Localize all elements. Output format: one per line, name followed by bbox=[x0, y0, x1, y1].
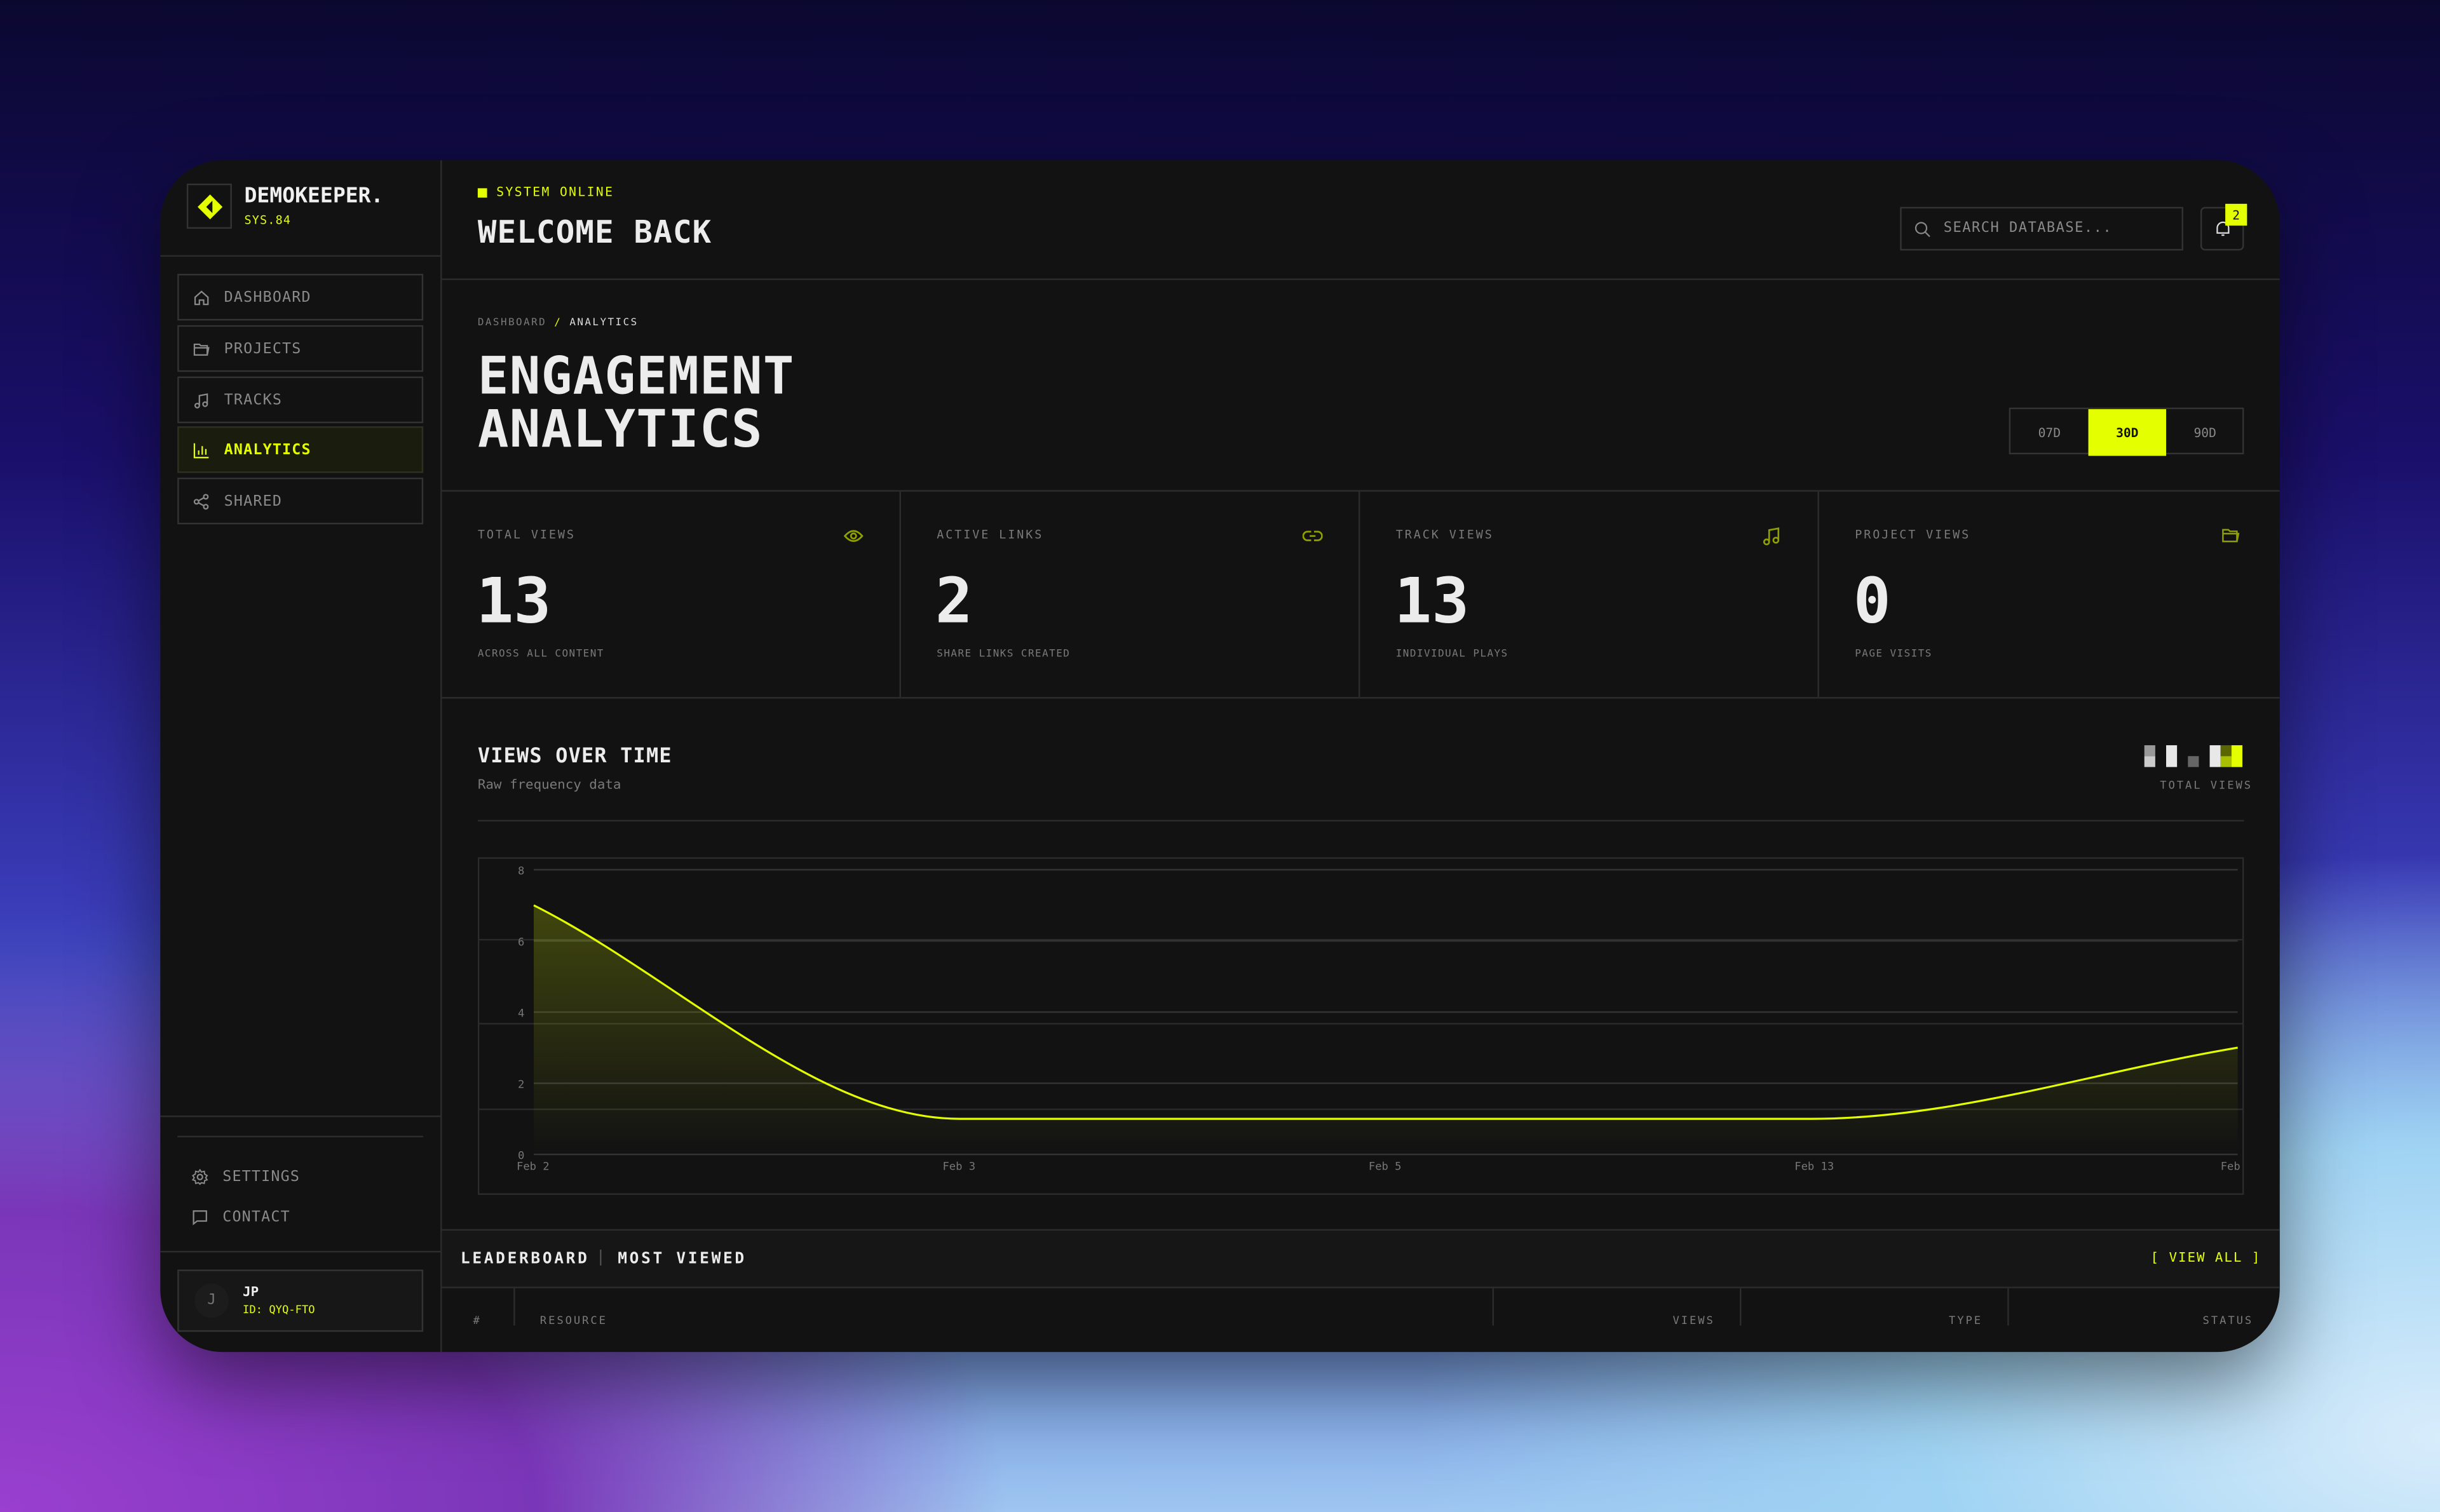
x-tick-label: Feb 14 bbox=[2221, 1161, 2244, 1173]
x-tick-label: Feb 3 bbox=[942, 1161, 975, 1173]
user-id: ID: QYQ-FTO bbox=[243, 1304, 315, 1316]
avatar: J bbox=[194, 1283, 229, 1318]
stat-value: 0 bbox=[1853, 566, 1891, 638]
logo[interactable] bbox=[186, 183, 232, 229]
eye-icon bbox=[843, 530, 864, 542]
sidebar-item-tracks[interactable]: TRACKS bbox=[177, 376, 424, 424]
bell-icon bbox=[2216, 221, 2229, 236]
column-views[interactable]: VIEWS bbox=[1672, 1314, 1715, 1326]
stat-label: TOTAL VIEWS bbox=[477, 527, 576, 542]
sidebar-item-dashboard[interactable]: DASHBOARD bbox=[177, 274, 424, 321]
sidebar-item-label: CONTACT bbox=[222, 1208, 290, 1225]
leaderboard-title: LEADERBOARD bbox=[460, 1250, 590, 1268]
page-title-line2: ANALYTICS bbox=[477, 398, 763, 459]
system-status: SYSTEM ONLINE bbox=[496, 185, 614, 199]
folder-icon bbox=[193, 342, 210, 355]
range-selector: 07D 30D 90D bbox=[2009, 407, 2244, 456]
column-rank[interactable]: # bbox=[473, 1314, 482, 1326]
chat-icon bbox=[193, 1209, 207, 1225]
stat-label: ACTIVE LINKS bbox=[937, 527, 1044, 542]
stat-track-views: TRACK VIEWS 13 INDIVIDUAL PLAYS bbox=[1360, 490, 1819, 698]
chart-line-total-views bbox=[533, 904, 2238, 1120]
search-input[interactable]: SEARCH DATABASE... bbox=[1900, 206, 2183, 251]
folder-icon bbox=[2222, 529, 2240, 543]
chart-subtitle: Raw frequency data bbox=[477, 778, 621, 793]
y-tick-label: 0 bbox=[518, 1150, 524, 1163]
sidebar-item-label: TRACKS bbox=[224, 391, 283, 408]
range-30d-button[interactable]: 30D bbox=[2088, 409, 2167, 456]
sidebar-item-label: ANALYTICS bbox=[224, 441, 311, 459]
range-90d-button[interactable]: 90D bbox=[2193, 425, 2216, 440]
bar-chart-icon bbox=[193, 442, 209, 458]
status-dot-icon bbox=[477, 188, 487, 198]
welcome-title: WELCOME BACK bbox=[477, 213, 712, 251]
x-tick-label: Feb 2 bbox=[517, 1161, 550, 1173]
stat-sub: INDIVIDUAL PLAYS bbox=[1395, 647, 1508, 660]
notification-badge: 2 bbox=[2225, 203, 2247, 226]
search-icon bbox=[1915, 221, 1930, 237]
stat-value: 2 bbox=[935, 566, 973, 638]
chart-legend-swatch bbox=[2144, 745, 2244, 767]
stat-value: 13 bbox=[1394, 566, 1470, 638]
sidebar-item-label: SHARED bbox=[224, 492, 283, 510]
sidebar-item-contact[interactable]: CONTACT bbox=[177, 1193, 423, 1239]
breadcrumb: DASHBOARD / ANALYTICS bbox=[477, 316, 639, 328]
stat-sub: SHARE LINKS CREATED bbox=[937, 647, 1071, 660]
leaderboard-header: LEADERBOARD | MOST VIEWED [ VIEW ALL ] bbox=[442, 1229, 2280, 1288]
y-tick-label: 4 bbox=[518, 1007, 524, 1020]
link-icon bbox=[1302, 530, 1323, 541]
column-status[interactable]: STATUS bbox=[2202, 1314, 2254, 1326]
y-tick-label: 2 bbox=[518, 1078, 524, 1091]
stat-sub: PAGE VISITS bbox=[1855, 647, 1932, 660]
home-icon bbox=[194, 290, 209, 304]
x-tick-label: Feb 5 bbox=[1369, 1161, 1402, 1173]
user-name: JP bbox=[243, 1285, 259, 1301]
stat-value: 13 bbox=[476, 566, 552, 638]
chart-area bbox=[534, 905, 2238, 1155]
sidebar-item-label: SETTINGS bbox=[222, 1167, 301, 1185]
range-07d-button[interactable]: 07D bbox=[2038, 425, 2061, 440]
y-tick-label: 6 bbox=[518, 936, 524, 948]
page-title-line1: ENGAGEMENT bbox=[477, 345, 795, 407]
leaderboard-separator: | bbox=[595, 1249, 606, 1267]
search-placeholder: SEARCH DATABASE... bbox=[1943, 220, 2113, 237]
view-all-link[interactable]: [ VIEW ALL ] bbox=[2150, 1250, 2261, 1267]
notifications-button[interactable] bbox=[2200, 206, 2244, 251]
sidebar: DEMOKEEPER. SYS.84 DASHBOARD PROJECTS TR… bbox=[160, 160, 442, 1353]
stat-active-links: ACTIVE LINKS 2 SHARE LINKS CREATED bbox=[901, 490, 1360, 698]
stat-sub: ACROSS ALL CONTENT bbox=[477, 647, 604, 660]
sidebar-item-settings[interactable]: SETTINGS bbox=[177, 1153, 423, 1199]
brand-version: SYS.84 bbox=[244, 213, 292, 227]
diamond-logo-icon bbox=[196, 193, 222, 219]
views-chart: 0 2 4 6 8 Feb 2 Feb 3 Feb 5 Feb 13 Feb 14 bbox=[477, 857, 2244, 1195]
column-type[interactable]: TYPE bbox=[1948, 1314, 1983, 1326]
breadcrumb-separator: / bbox=[554, 316, 562, 328]
sidebar-item-label: DASHBOARD bbox=[224, 288, 311, 306]
leaderboard-subtitle: MOST VIEWED bbox=[618, 1250, 747, 1268]
user-card[interactable]: J JP ID: QYQ-FTO bbox=[177, 1269, 424, 1332]
chart-legend-label: TOTAL VIEWS bbox=[2160, 779, 2253, 792]
music-note-icon bbox=[1763, 527, 1780, 546]
y-tick-label: 8 bbox=[518, 865, 524, 877]
x-tick-label: Feb 13 bbox=[1794, 1161, 1834, 1173]
column-resource[interactable]: RESOURCE bbox=[539, 1314, 607, 1326]
gear-icon bbox=[191, 1168, 208, 1185]
leaderboard-table-header: # RESOURCE VIEWS TYPE STATUS bbox=[442, 1288, 2280, 1352]
sidebar-item-shared[interactable]: SHARED bbox=[177, 477, 424, 525]
sidebar-item-analytics[interactable]: ANALYTICS bbox=[177, 426, 424, 473]
stat-label: PROJECT VIEWS bbox=[1855, 527, 1971, 542]
chart-title: VIEWS OVER TIME bbox=[477, 745, 672, 769]
music-note-icon bbox=[194, 392, 208, 408]
breadcrumb-dashboard[interactable]: DASHBOARD bbox=[477, 316, 547, 328]
sidebar-item-label: PROJECTS bbox=[224, 340, 302, 358]
share-icon bbox=[193, 493, 209, 509]
brand-name: DEMOKEEPER. bbox=[244, 183, 384, 209]
breadcrumb-current: ANALYTICS bbox=[569, 316, 639, 328]
app-window: DEMOKEEPER. SYS.84 DASHBOARD PROJECTS TR… bbox=[160, 160, 2280, 1353]
stat-total-views: TOTAL VIEWS 13 ACROSS ALL CONTENT bbox=[442, 490, 901, 698]
stat-project-views: PROJECT VIEWS 0 PAGE VISITS bbox=[1819, 490, 2278, 697]
sidebar-item-projects[interactable]: PROJECTS bbox=[177, 325, 424, 372]
chart-frame bbox=[477, 857, 2244, 1195]
stat-label: TRACK VIEWS bbox=[1395, 527, 1494, 542]
